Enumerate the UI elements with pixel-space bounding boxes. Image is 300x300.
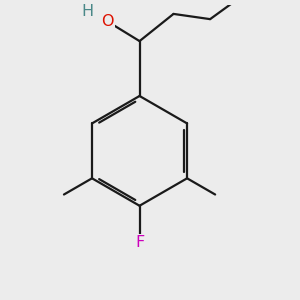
Text: F: F <box>135 235 144 250</box>
Text: O: O <box>101 14 113 29</box>
Text: H: H <box>81 4 93 19</box>
